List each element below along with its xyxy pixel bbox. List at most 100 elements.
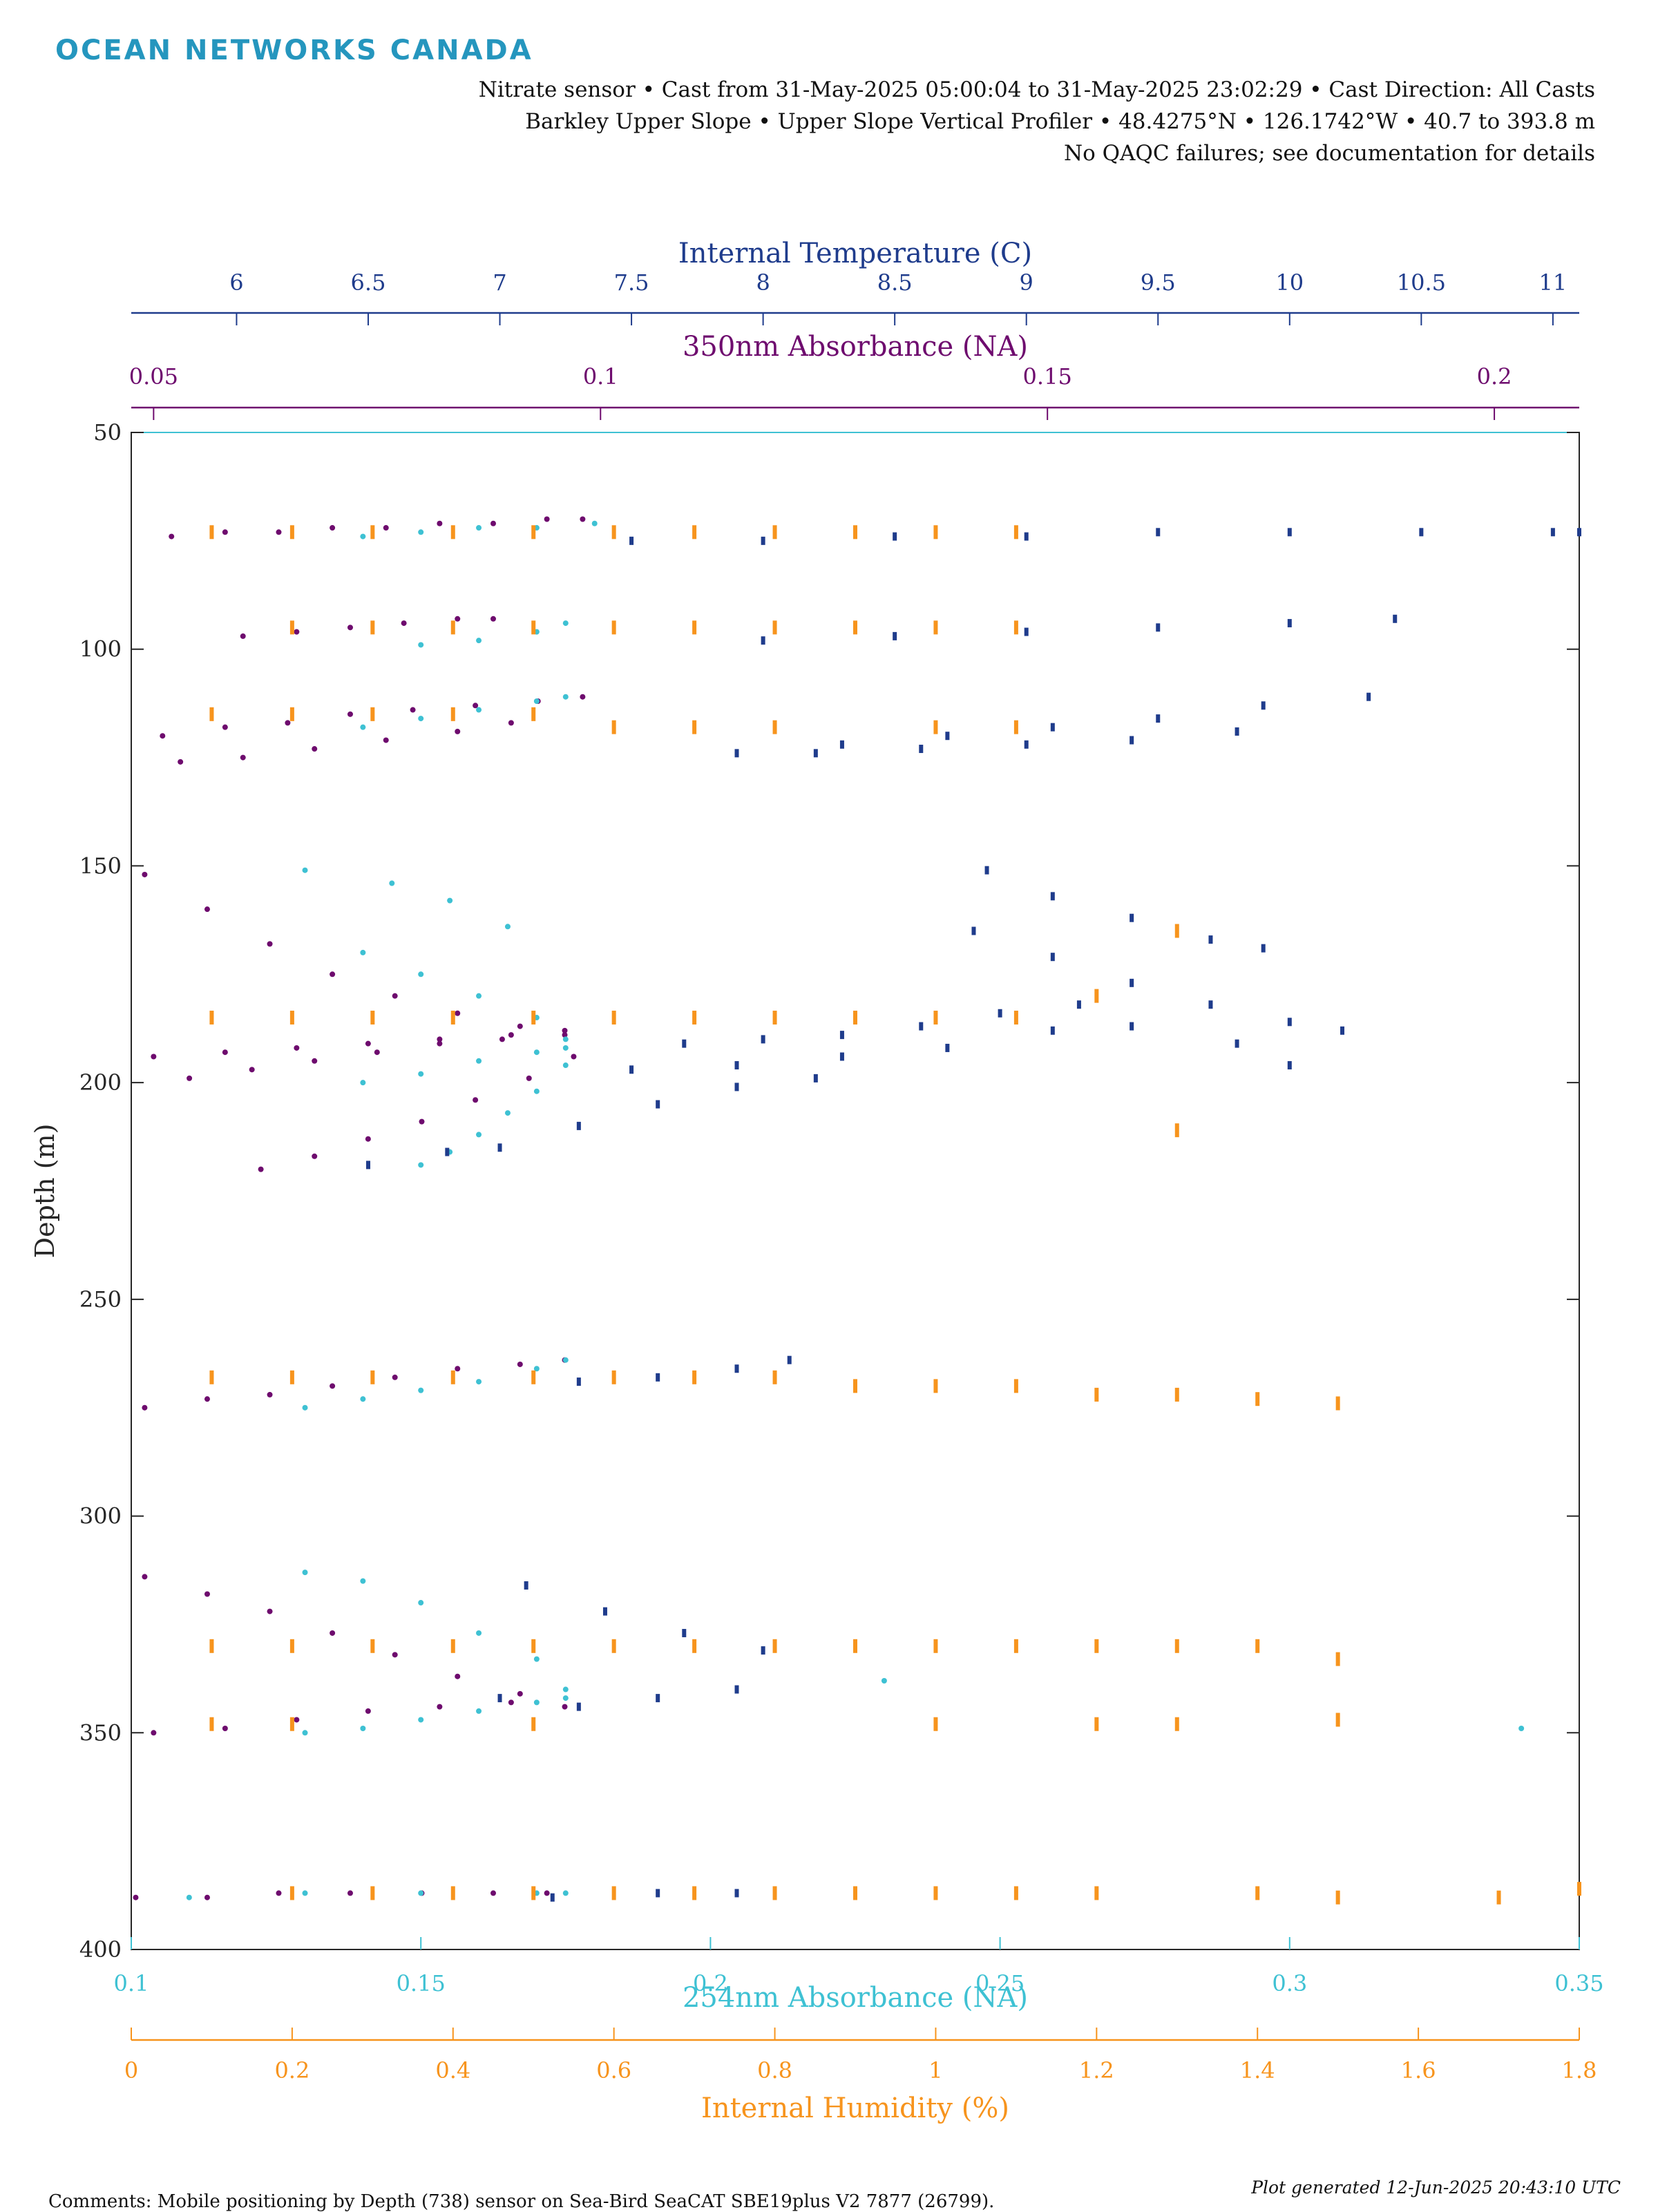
humidity-point [772, 1639, 777, 1653]
abs350-point [240, 754, 246, 761]
abs254-point [562, 1695, 569, 1701]
abs254-point [389, 880, 395, 886]
humidity-point [1013, 1379, 1018, 1393]
abs350-point [204, 1894, 210, 1900]
humidity-point [1094, 989, 1099, 1003]
abs254-point [476, 707, 482, 713]
abs350-point [330, 1383, 336, 1389]
humidity-point [1013, 720, 1018, 734]
abs254-point [562, 1045, 569, 1051]
humidity-point [692, 1886, 697, 1900]
abs350-point [142, 1574, 148, 1580]
temperature-point [1208, 1000, 1213, 1009]
onc-logo: OCEAN NETWORKS CANADA [55, 35, 533, 66]
abs254-point [562, 1036, 569, 1042]
humidity-point [1174, 1717, 1179, 1731]
y-tick-label: 300 [79, 1503, 122, 1529]
temperature-point [1208, 935, 1213, 944]
abs254-point [533, 698, 540, 705]
humidity-point [1013, 1011, 1018, 1025]
temperature-point [576, 1702, 581, 1711]
abs350-point [276, 529, 282, 535]
humidity-point [1094, 1639, 1099, 1653]
abs350-tick-label: 0.05 [129, 363, 178, 390]
abs350-point [267, 1391, 273, 1398]
temp-tick-label: 7.5 [614, 269, 649, 296]
abs350-point [401, 620, 407, 627]
temperature-point [1577, 528, 1581, 537]
humidity-point [450, 620, 455, 635]
temperature-point [682, 1628, 687, 1637]
abs254-tick-label: 0.35 [1554, 1970, 1603, 1996]
humidity-point [853, 1379, 857, 1393]
temperature-point [734, 1364, 739, 1373]
abs350-point [437, 1704, 443, 1710]
abs350-point [240, 633, 246, 639]
temperature-point [839, 740, 844, 749]
abs350-point [312, 1153, 318, 1159]
humid-tick-label: 0.6 [596, 2057, 631, 2084]
abs254-point [504, 1110, 511, 1116]
abs254-point [302, 1404, 308, 1411]
abs350-point [437, 1040, 443, 1047]
temperature-point [1287, 1061, 1292, 1070]
humidity-point [853, 525, 857, 540]
abs254-point [476, 1630, 482, 1636]
temperature-point [1287, 619, 1292, 628]
humidity-point [370, 1886, 375, 1900]
temperature-point [497, 1694, 502, 1703]
humidity-point [1174, 1387, 1179, 1402]
y-tick-label: 200 [79, 1069, 122, 1096]
humidity-point [772, 1886, 777, 1900]
abs350-point [455, 1366, 461, 1372]
abs254-point [533, 1366, 540, 1372]
temperature-point [761, 1646, 765, 1655]
plot-generated-timestamp: Plot generated 12-Jun-2025 20:43:10 UTC [1251, 2177, 1621, 2197]
abs350-point [562, 1032, 568, 1038]
abs350-point [267, 1608, 273, 1614]
humidity-point [611, 1370, 616, 1384]
temperature-point [984, 866, 989, 875]
abs254-point [476, 1379, 482, 1385]
temperature-point [839, 1031, 844, 1040]
humidity-point [692, 1370, 697, 1384]
humidity-point [370, 525, 375, 540]
temperature-point [1366, 692, 1371, 701]
temperature-point [919, 1022, 924, 1031]
humidity-point [289, 707, 294, 721]
abs350-point [312, 746, 318, 752]
humidity-point [531, 620, 536, 635]
humidity-point [531, 1011, 536, 1025]
temperature-point [1156, 623, 1161, 632]
humidity-point [289, 1011, 294, 1025]
abs350-point [222, 529, 228, 535]
humidity-point [209, 1370, 214, 1384]
abs254-point [591, 520, 598, 526]
abs350-point [410, 707, 416, 713]
abs350-point [365, 1708, 371, 1714]
temp-tick-label: 9 [1020, 269, 1033, 296]
humidity-point [692, 620, 697, 635]
humidity-point [853, 1886, 857, 1900]
abs254-point [533, 1656, 540, 1662]
abs254-point [360, 724, 366, 730]
abs350-point [437, 520, 443, 526]
temperature-point [629, 536, 634, 545]
abs254-point [302, 1890, 308, 1896]
abs350-point [508, 1699, 514, 1706]
temperature-point [761, 1035, 765, 1044]
abs254-point [418, 1890, 424, 1896]
abs350-point [312, 1058, 318, 1064]
humidity-point [1013, 525, 1018, 540]
abs350-point [419, 1118, 425, 1125]
abs254-point [418, 529, 424, 535]
humidity-point [692, 525, 697, 540]
temperature-point [1261, 701, 1266, 710]
abs254-point [302, 1730, 308, 1736]
abs254-point [504, 924, 511, 930]
abs350-point [365, 1136, 371, 1142]
humidity-point [611, 525, 616, 540]
humid-tick-label: 0.4 [435, 2057, 470, 2084]
abs350-point [222, 724, 228, 730]
